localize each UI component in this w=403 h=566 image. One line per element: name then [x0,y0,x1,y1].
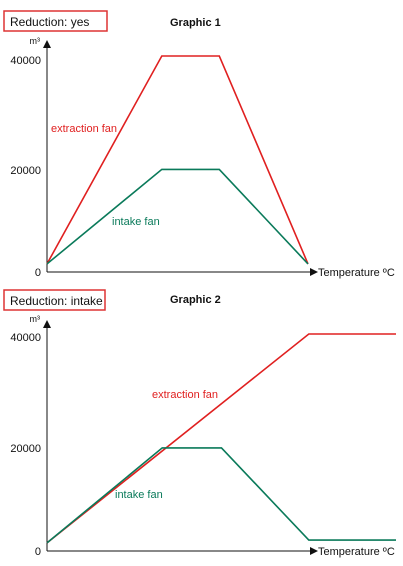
chart-1-series-extraction-fan [46,55,309,265]
chart-1-ytick-20000: 20000 [10,165,41,177]
chart-2-label-intake-fan: intake fan [115,489,163,501]
chart-2-x-axis-label: Temperature ºC [318,546,395,558]
chart-1-x-axis-label: Temperature ºC [318,267,395,279]
chart-1-ytick-0: 0 [35,267,41,279]
chart-2-badge: Reduction: intake [10,294,103,308]
chart-2-series-extraction-fan [46,333,396,544]
chart-1-y-axis-label: m³ [30,36,41,46]
chart-1-title: Graphic 1 [170,17,221,29]
chart-2-ytick-40000: 40000 [10,332,41,344]
chart-2-ytick-0: 0 [35,546,41,558]
chart-1-label-intake-fan: intake fan [112,216,160,228]
chart-2-title: Graphic 2 [170,294,221,306]
chart-1-label-extraction-fan: extraction fan [51,123,117,135]
chart-1: Reduction: yes Graphic 1 m³ Temperature … [3,10,395,279]
chart-2-badge-box [3,289,106,311]
chart-1-series-intake-fan [46,168,309,265]
chart-2-y-axis-label: m³ [30,314,41,324]
chart-2-series-intake-fan [46,447,396,544]
chart-1-ytick-40000: 40000 [10,55,41,67]
chart-1-badge: Reduction: yes [10,15,89,29]
chart-2-label-extraction-fan: extraction fan [152,389,218,401]
chart-2: Reduction: intake Graphic 2 m³ Temperatu… [3,289,396,558]
chart-2-ytick-20000: 20000 [10,443,41,455]
chart-1-badge-box [3,10,108,32]
